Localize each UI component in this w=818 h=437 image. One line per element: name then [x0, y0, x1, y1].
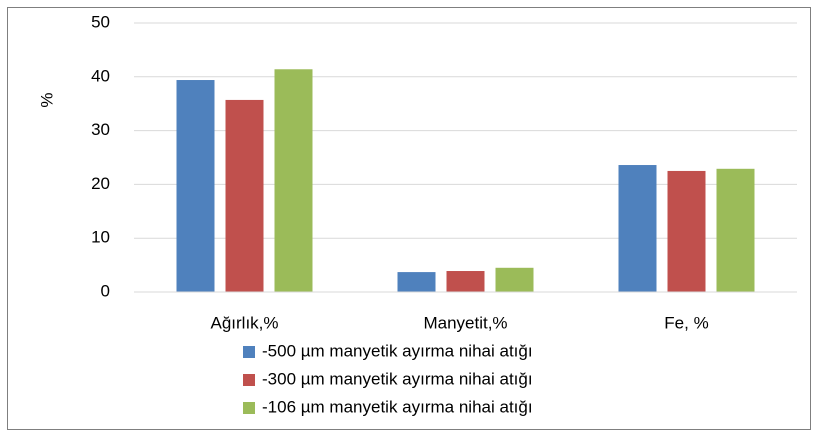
y-tick-label: 10 [91, 228, 110, 247]
y-tick-label: 30 [91, 120, 110, 139]
x-tick-label: Manyetit,% [423, 313, 507, 332]
y-tick-label: 40 [91, 66, 110, 85]
legend-label: -500 µm manyetik ayırma nihai atığı [262, 341, 533, 360]
x-tick-label: Ağırlık,% [210, 313, 278, 332]
bar [618, 165, 657, 292]
bar [176, 80, 215, 292]
bar [446, 271, 485, 292]
legend-label: -300 µm manyetik ayırma nihai atığı [262, 369, 533, 388]
legend-label: -106 µm manyetik ayırma nihai atığı [262, 397, 533, 416]
bar [495, 267, 534, 292]
x-tick-label: Fe, % [664, 313, 708, 332]
bar [716, 168, 755, 292]
legend-swatch [243, 402, 255, 414]
legend-swatch [243, 346, 255, 358]
y-tick-label: 50 [91, 12, 110, 31]
y-tick-label: 20 [91, 174, 110, 193]
bar [225, 99, 264, 293]
legend-swatch [243, 374, 255, 386]
bar [274, 69, 313, 292]
y-tick-label: 0 [101, 281, 110, 300]
bar [667, 170, 706, 292]
y-axis-label: % [37, 92, 56, 107]
bar [397, 272, 436, 292]
